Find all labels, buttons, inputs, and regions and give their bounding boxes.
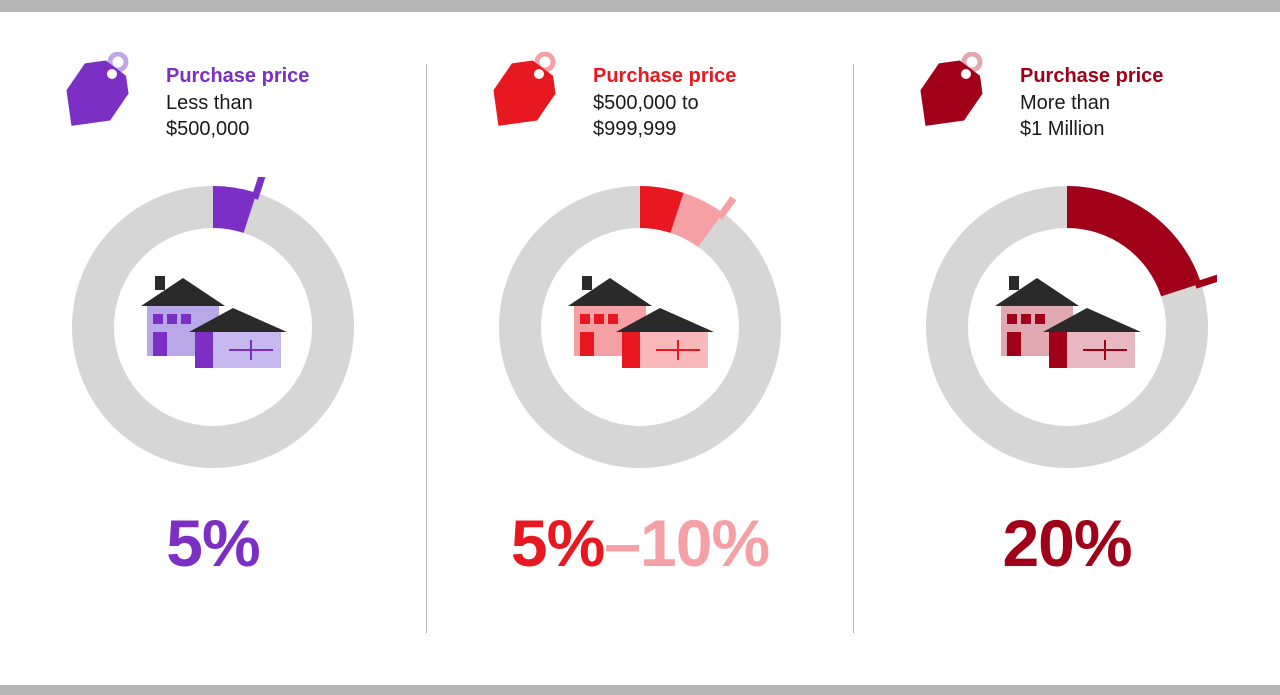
percentage-part: – [604,506,640,580]
infographic-container: Purchase price Less than$500,000 5% [0,0,1280,695]
panel-header: Purchase price Less than$500,000 [30,52,396,147]
panel-header: Purchase price More than$1 Million [884,52,1250,147]
donut-chart [63,177,363,477]
price-tag-icon [489,52,579,147]
percentage-part: 20% [1002,506,1131,580]
donut-chart [490,177,790,477]
donut-chart [917,177,1217,477]
percentage-label: 5%–10% [511,505,769,581]
percentage-label: 20% [1002,505,1131,581]
header-title: Purchase price [166,64,309,88]
header-text: Purchase price $500,000 to$999,999 [593,52,736,142]
bottom-bar [0,685,1280,695]
percentage-part: 5% [166,506,259,580]
percentage-part: 10% [640,506,769,580]
price-tag-icon [62,52,152,147]
price-tier-panel: Purchase price Less than$500,000 5% [0,12,426,685]
header-text: Purchase price Less than$500,000 [166,52,309,142]
price-tier-panel: Purchase price $500,000 to$999,999 5%–10… [427,12,853,685]
header-text: Purchase price More than$1 Million [1020,52,1163,142]
percentage-label: 5% [166,505,259,581]
house-icon [560,270,720,385]
price-tag-icon [916,52,1006,147]
header-subtitle: More than$1 Million [1020,90,1163,142]
top-bar [0,0,1280,12]
house-icon [987,270,1147,385]
house-icon [133,270,293,385]
header-title: Purchase price [1020,64,1163,88]
header-title: Purchase price [593,64,736,88]
price-tier-panel: Purchase price More than$1 Million 20% [854,12,1280,685]
panel-header: Purchase price $500,000 to$999,999 [457,52,823,147]
header-subtitle: $500,000 to$999,999 [593,90,736,142]
percentage-part: 5% [511,506,604,580]
header-subtitle: Less than$500,000 [166,90,309,142]
